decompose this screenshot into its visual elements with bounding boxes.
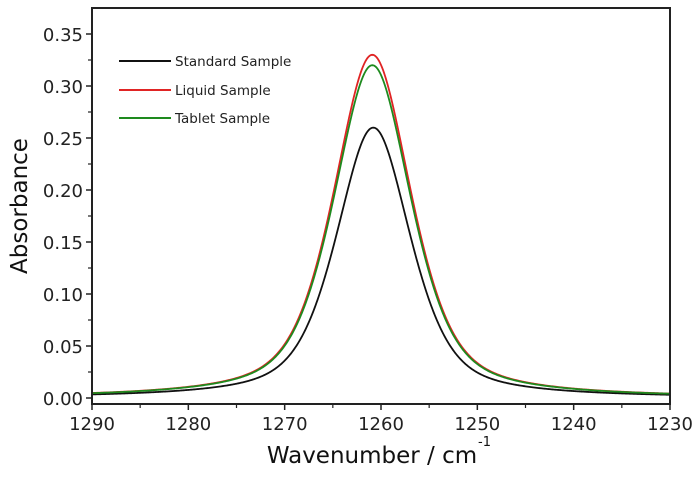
- y-tick-label: 0.00: [43, 389, 83, 410]
- x-tick-label: 1240: [551, 414, 597, 435]
- x-axis-title-superscript: -1: [478, 435, 491, 450]
- legend-label: Tablet Sample: [174, 111, 270, 127]
- legend: Standard Sample Liquid Sample Tablet Sampl…: [119, 54, 291, 127]
- x-tick-label: 1250: [454, 414, 500, 435]
- x-tick-label: 1260: [358, 414, 404, 435]
- y-axis-title: Absorbance: [7, 138, 33, 274]
- x-tick-label: 1290: [69, 414, 115, 435]
- y-axis: 0.00 0.05 0.10 0.15 0.20 0.25 0.30 0.35: [43, 25, 92, 410]
- y-tick-label: 0.20: [43, 181, 83, 202]
- x-axis-title: Wavenumber / cm: [267, 443, 477, 469]
- series-line-tablet-sample: [91, 64, 671, 395]
- x-tick-label: 1270: [262, 414, 308, 435]
- x-tick-label: 1280: [165, 414, 211, 435]
- x-axis: 1290 1280 1270 1260 1250 1240 1230: [69, 404, 693, 435]
- y-tick-label: 0.05: [43, 337, 83, 358]
- y-tick-label: 0.25: [43, 129, 83, 150]
- y-tick-label: 0.10: [43, 285, 83, 306]
- y-tick-label: 0.30: [43, 77, 83, 98]
- series-line-standard-sample: [91, 126, 671, 396]
- y-tick-label: 0.35: [43, 25, 83, 46]
- series-line-liquid-sample: [91, 53, 671, 395]
- x-tick-label: 1230: [647, 414, 693, 435]
- legend-label: Liquid Sample: [175, 83, 271, 99]
- y-tick-label: 0.15: [43, 233, 83, 254]
- series-curves: [91, 53, 671, 396]
- legend-label: Standard Sample: [175, 54, 291, 70]
